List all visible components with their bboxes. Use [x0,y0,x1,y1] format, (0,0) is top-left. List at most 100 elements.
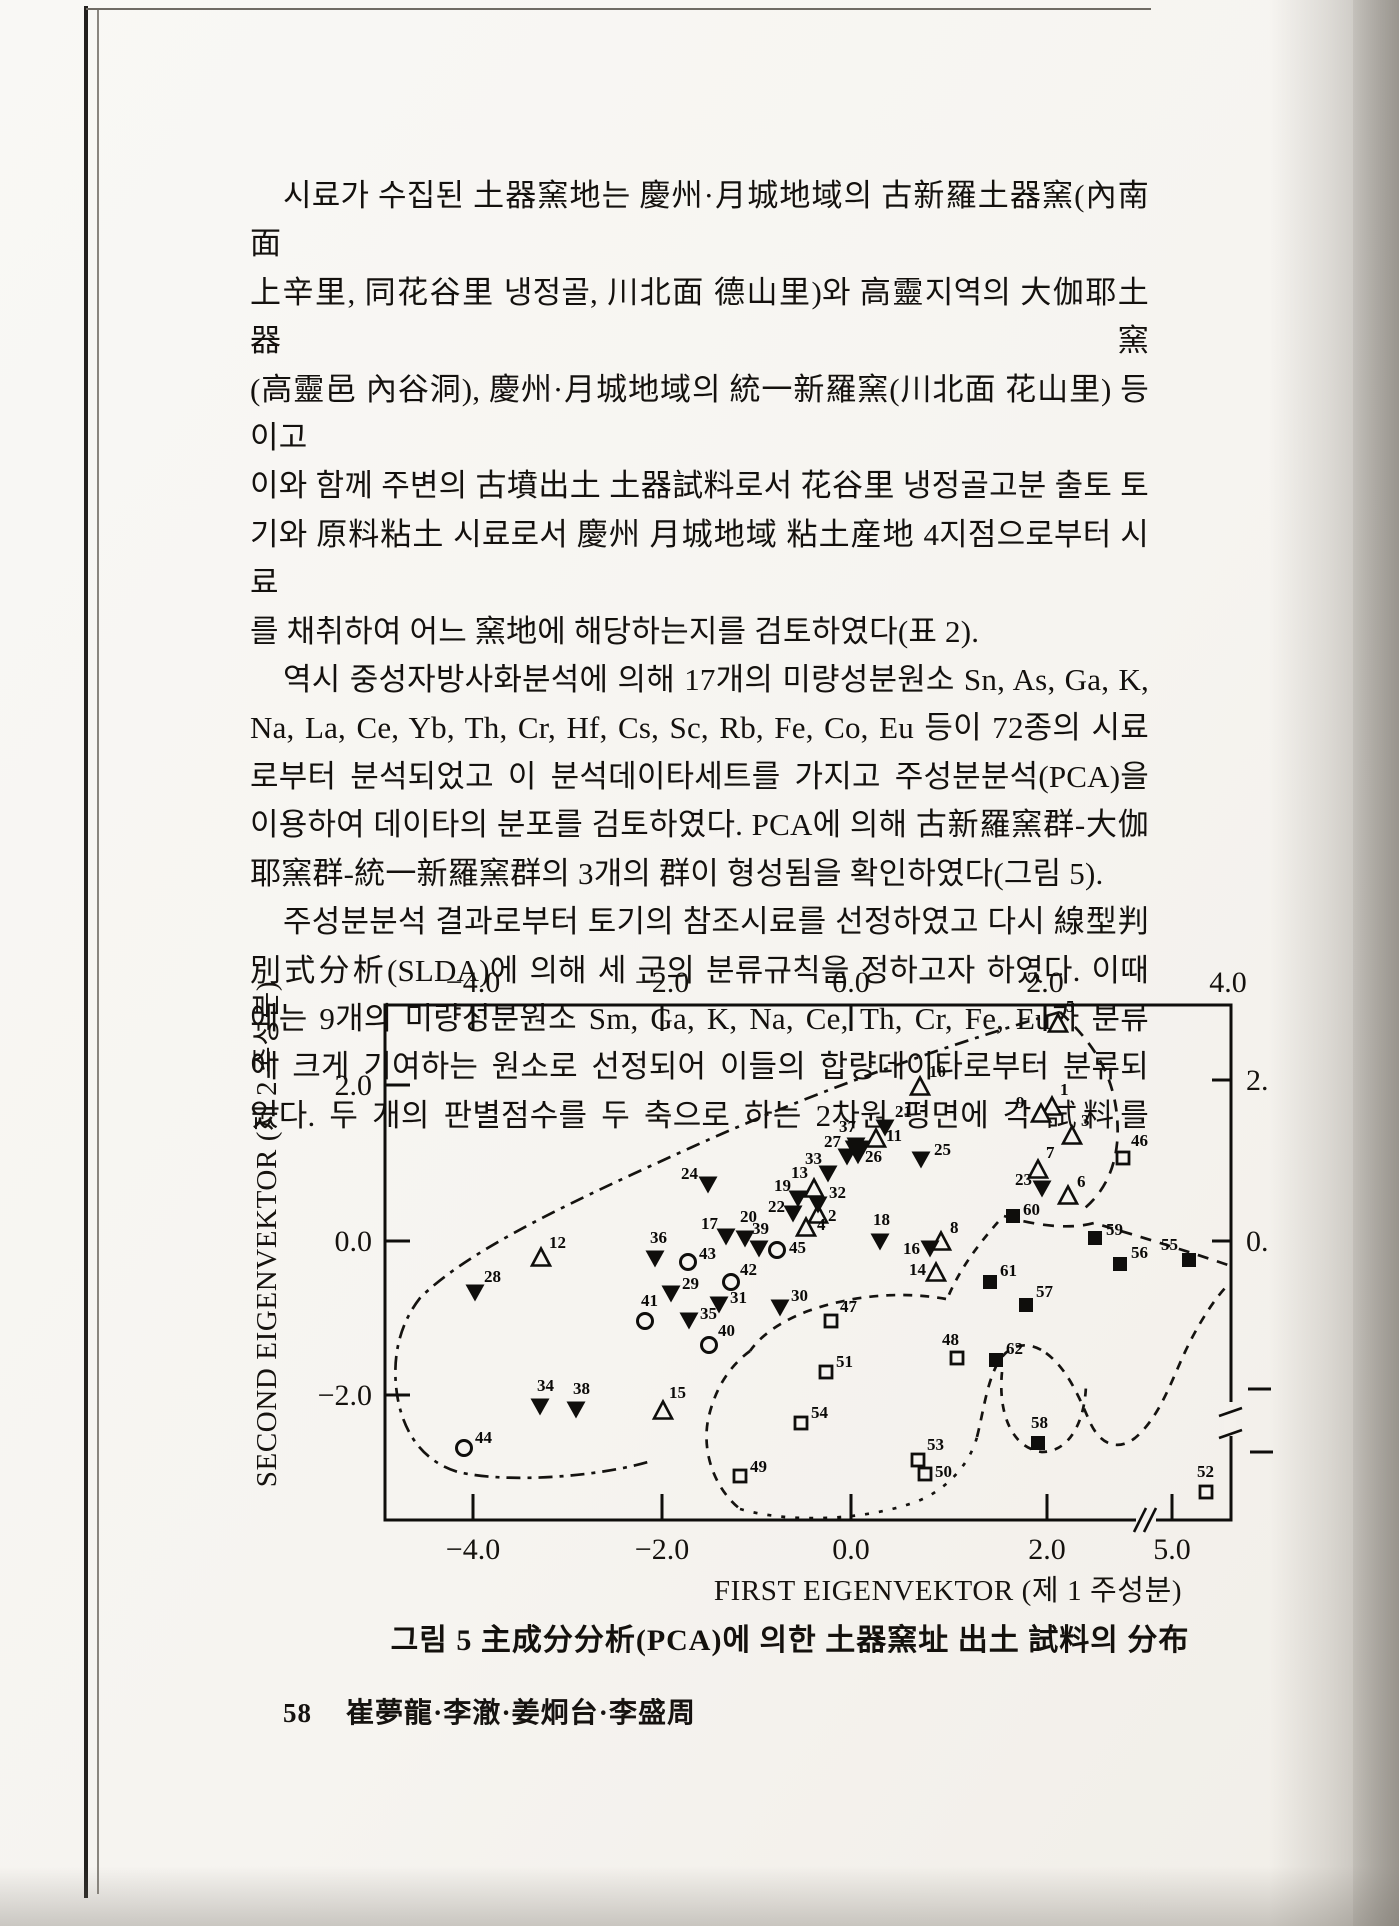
data-point-17: 17 [701,1214,736,1246]
data-point-label: 9 [1016,1093,1025,1112]
data-point-58: 58 [1031,1413,1048,1450]
cluster-boundaries [394,1010,1231,1520]
open-triangle-marker [529,1245,553,1267]
open-square-marker [910,1452,926,1468]
body-line: 上辛里, 同花谷里 냉정골, 川北面 德山里)와 高靈지역의 大伽耶土器窯 [250,274,1149,359]
body-line: (高靈邑 內谷洞), 慶州·月城地域의 統一新羅窯(川北面 花山里) 등이고 [250,371,1149,456]
filled-square-marker [1113,1257,1127,1271]
filled-triangle-marker [818,1165,838,1183]
data-point-label: 33 [805,1149,822,1168]
data-point-label: 60 [1023,1200,1040,1219]
data-point-1: 1 [1040,1080,1069,1116]
filled-triangle-marker [1032,1180,1052,1198]
data-point-59: 59 [1088,1220,1123,1245]
data-point-label: 4 [817,1215,826,1234]
left-axis-ticks: 2.0 0.0 −2.0 [318,1069,410,1412]
filled-triangle-marker [679,1312,699,1330]
data-point-19: 19 [774,1176,808,1208]
axis-tick-label: −2.0 [318,1379,372,1412]
cluster-boundary-mid [748,1293,947,1352]
data-point-16: 16 [903,1239,940,1258]
data-point-55: 55 [1161,1235,1196,1267]
data-point-57: 57 [1019,1282,1054,1312]
data-point-label: 5 [1066,997,1075,1016]
data-point-label: 46 [1131,1131,1148,1150]
data-point-label: 56 [1131,1243,1148,1262]
cluster-boundary-right-descent [1059,1011,1119,1214]
data-point-label: 29 [682,1274,699,1293]
open-triangle-marker [794,1215,818,1237]
body-line: 이와 함께 주변의 古墳出土 土器試料로서 花谷里 냉정골고분 출토 토 [250,468,1149,504]
data-point-label: 25 [934,1140,951,1159]
data-point-40: 40 [700,1321,735,1354]
data-point-label: 26 [865,1147,882,1166]
data-point-label: 15 [669,1383,686,1402]
data-point-61: 61 [983,1261,1017,1289]
plot-frame [383,1003,1233,1522]
data-point-4: 4 [794,1215,826,1237]
cluster-boundary-right-blob [1045,1282,1231,1447]
data-point-51: 51 [818,1352,853,1380]
data-point-44: 44 [455,1428,493,1457]
data-point-label: 27 [824,1132,842,1151]
data-point-48: 48 [942,1330,965,1366]
data-point-label: 18 [873,1210,890,1229]
data-point-32: 32 [808,1183,846,1214]
data-point-label: 62 [1006,1339,1023,1358]
data-point-18: 18 [870,1210,890,1251]
data-point-35: 35 [679,1304,717,1330]
data-point-41: 41 [636,1291,658,1330]
page-footer: 58 崔夢龍·李澈·姜炯台·李盛周 [283,1691,696,1731]
data-point-37: 37 [839,1117,866,1155]
open-circle-marker [636,1312,654,1330]
data-point-34: 34 [530,1376,555,1416]
data-point-label: 51 [836,1352,853,1371]
data-point-label: 17 [701,1214,719,1233]
data-point-label: 55 [1161,1235,1178,1254]
open-triangle-marker [908,1074,932,1096]
body-line: Na, La, Ce, Yb, Th, Cr, Hf, Cs, Sc, Rb, … [250,710,1149,746]
data-point-label: 6 [1077,1172,1086,1191]
data-point-label: 35 [700,1304,717,1323]
open-square-marker [949,1350,965,1366]
open-triangle-marker [802,1176,826,1198]
axis-tick-label: 0.0 [832,1533,870,1566]
filled-triangle-marker [566,1401,586,1419]
filled-square-marker [983,1275,997,1289]
data-point-28: 28 [465,1267,501,1302]
data-point-label: 41 [641,1291,658,1310]
open-triangle-marker [1040,1094,1064,1116]
data-point-label: 14 [909,1260,927,1279]
data-point-label: 43 [699,1244,716,1263]
data-point-7: 7 [1026,1143,1055,1179]
open-triangle-marker [1026,1157,1050,1179]
filled-triangle-marker [837,1148,857,1166]
data-point-label: 58 [1031,1413,1048,1432]
data-point-label: 40 [718,1321,735,1340]
data-point-47: 47 [823,1297,858,1329]
data-point-10: 10 [908,1062,946,1096]
body-line: 이용하여 데이타의 분포를 검토하였다. PCA에 의해 古新羅窯群-大伽 [250,807,1149,843]
axis-tick-label: 0.0 [335,1225,373,1258]
top-axis-ticks: −4.0 −2.0 0.0 2.0 4.0 [446,966,1247,1031]
data-point-label: 23 [1015,1170,1032,1189]
data-point-14: 14 [909,1260,948,1282]
open-triangle-marker [1046,1011,1070,1033]
data-point-12: 12 [529,1233,566,1267]
filled-triangle-marker [844,1140,872,1165]
filled-triangle-marker [735,1230,755,1248]
filled-triangle-marker [846,1137,866,1155]
data-point-26: 26 [844,1140,882,1166]
data-point-20: 20 [735,1207,757,1248]
body-line: 를 채취하여 어느 窯地에 해당하는지를 검토하였다(표 2). [250,613,980,649]
data-point-42: 42 [722,1260,757,1291]
data-point-label: 42 [740,1260,757,1279]
body-line: 로부터 분석되었고 이 분석데이타세트를 가지고 주성분분석(PCA)을 [250,758,1149,794]
data-point-label: 50 [935,1462,952,1481]
right-axis-ticks: 2. 0. [1212,1064,1269,1258]
filled-triangle-marker [709,1296,729,1314]
cluster-boundary-diagonal [946,1221,1000,1298]
filled-square-marker [1088,1231,1102,1245]
axis-tick-label: −2.0 [635,1533,689,1566]
